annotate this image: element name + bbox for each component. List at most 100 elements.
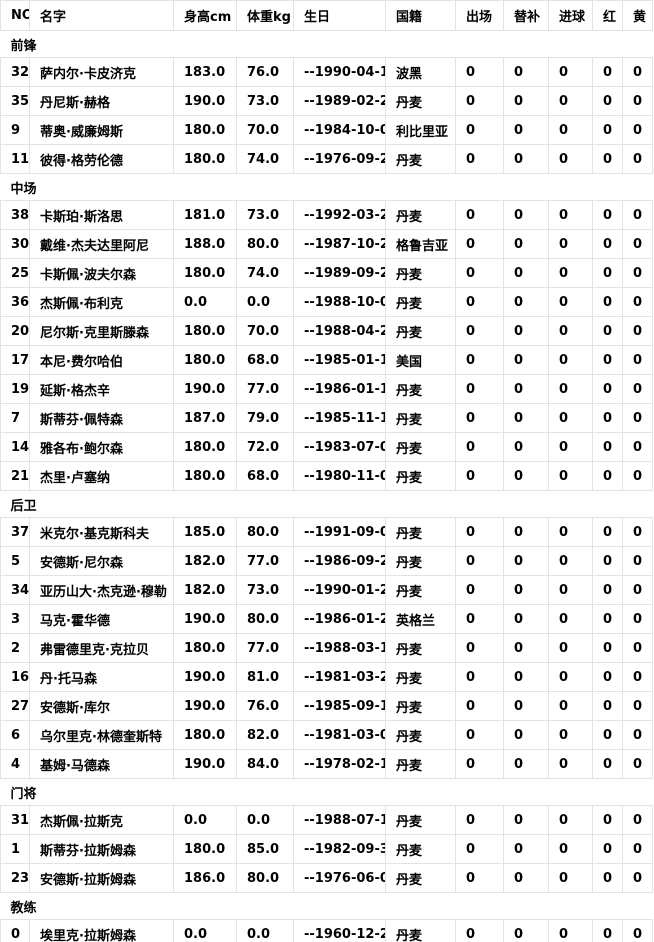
cell-birthday: --1986-01-29 (293, 604, 386, 634)
table-body: 前锋32萨内尔·卡皮济克183.076.0--1990-04-14波黑00000… (0, 30, 653, 942)
cell-goals: 0 (548, 546, 593, 576)
cell-substitute: 0 (503, 834, 549, 864)
cell-birthday: --1988-04-24 (293, 316, 386, 346)
cell-birthday: --1989-09-26 (293, 258, 386, 288)
cell-red: 0 (592, 57, 623, 87)
cell-red: 0 (592, 863, 623, 893)
section-label: 前锋 (0, 30, 653, 58)
cell-nationality: 丹麦 (385, 461, 456, 491)
cell-yellow: 0 (622, 432, 653, 462)
cell-nationality: 丹麦 (385, 691, 456, 721)
column-header-no: NO (0, 0, 30, 31)
section-row: 门将 (0, 778, 653, 806)
cell-birthday: --1988-07-18 (293, 805, 386, 835)
cell-appearances: 0 (455, 57, 504, 87)
cell-yellow: 0 (622, 115, 653, 145)
cell-no: 31 (0, 805, 30, 835)
cell-no: 19 (0, 374, 30, 404)
cell-height: 181.0 (173, 200, 237, 230)
cell-name: 埃里克·拉斯姆森 (29, 919, 174, 942)
cell-goals: 0 (548, 691, 593, 721)
cell-appearances: 0 (455, 720, 504, 750)
cell-birthday: --1976-09-20 (293, 144, 386, 174)
cell-red: 0 (592, 749, 623, 779)
cell-yellow: 0 (622, 374, 653, 404)
cell-substitute: 0 (503, 258, 549, 288)
cell-goals: 0 (548, 86, 593, 116)
cell-height: 190.0 (173, 691, 237, 721)
cell-birthday: --1981-03-05 (293, 720, 386, 750)
cell-no: 5 (0, 546, 30, 576)
cell-no: 16 (0, 662, 30, 692)
cell-substitute: 0 (503, 720, 549, 750)
cell-yellow: 0 (622, 144, 653, 174)
cell-red: 0 (592, 86, 623, 116)
cell-birthday: --1981-03-24 (293, 662, 386, 692)
cell-red: 0 (592, 374, 623, 404)
cell-yellow: 0 (622, 633, 653, 663)
cell-nationality: 丹麦 (385, 144, 456, 174)
cell-yellow: 0 (622, 57, 653, 87)
cell-weight: 82.0 (236, 720, 294, 750)
cell-birthday: --1987-10-28 (293, 229, 386, 259)
cell-name: 丹尼斯·赫格 (29, 86, 174, 116)
player-row: 34亚历山大·杰克逊·穆勒182.073.0--1990-01-21丹麦0000… (0, 575, 653, 605)
cell-name: 萨内尔·卡皮济克 (29, 57, 174, 87)
cell-height: 187.0 (173, 403, 237, 433)
cell-no: 4 (0, 749, 30, 779)
cell-nationality: 波黑 (385, 57, 456, 87)
cell-height: 186.0 (173, 863, 237, 893)
cell-height: 180.0 (173, 834, 237, 864)
cell-goals: 0 (548, 115, 593, 145)
cell-yellow: 0 (622, 863, 653, 893)
cell-red: 0 (592, 287, 623, 317)
cell-birthday: --1984-10-08 (293, 115, 386, 145)
cell-nationality: 丹麦 (385, 258, 456, 288)
cell-yellow: 0 (622, 919, 653, 942)
cell-name: 彼得·格劳伦德 (29, 144, 174, 174)
cell-yellow: 0 (622, 517, 653, 547)
cell-birthday: --1985-11-15 (293, 403, 386, 433)
cell-yellow: 0 (622, 287, 653, 317)
cell-weight: 77.0 (236, 633, 294, 663)
cell-appearances: 0 (455, 287, 504, 317)
cell-nationality: 丹麦 (385, 432, 456, 462)
cell-birthday: --1983-07-07 (293, 432, 386, 462)
cell-name: 尼尔斯·克里斯滕森 (29, 316, 174, 346)
cell-no: 32 (0, 57, 30, 87)
cell-goals: 0 (548, 805, 593, 835)
cell-no: 7 (0, 403, 30, 433)
cell-red: 0 (592, 919, 623, 942)
cell-birthday: --1976-06-01 (293, 863, 386, 893)
cell-yellow: 0 (622, 461, 653, 491)
cell-nationality: 丹麦 (385, 720, 456, 750)
cell-name: 杰里·卢塞纳 (29, 461, 174, 491)
cell-no: 30 (0, 229, 30, 259)
cell-red: 0 (592, 575, 623, 605)
cell-no: 27 (0, 691, 30, 721)
cell-red: 0 (592, 345, 623, 375)
cell-weight: 80.0 (236, 863, 294, 893)
cell-yellow: 0 (622, 805, 653, 835)
section-row: 教练 (0, 892, 653, 920)
cell-weight: 70.0 (236, 115, 294, 145)
cell-nationality: 丹麦 (385, 919, 456, 942)
cell-goals: 0 (548, 316, 593, 346)
cell-name: 延斯·格杰辛 (29, 374, 174, 404)
cell-birthday: --1985-09-12 (293, 691, 386, 721)
cell-height: 180.0 (173, 633, 237, 663)
cell-substitute: 0 (503, 749, 549, 779)
cell-goals: 0 (548, 633, 593, 663)
player-row: 30戴维·杰夫达里阿尼188.080.0--1987-10-28格鲁吉亚0000… (0, 229, 653, 259)
cell-appearances: 0 (455, 633, 504, 663)
cell-goals: 0 (548, 834, 593, 864)
cell-nationality: 丹麦 (385, 546, 456, 576)
cell-appearances: 0 (455, 461, 504, 491)
cell-red: 0 (592, 691, 623, 721)
